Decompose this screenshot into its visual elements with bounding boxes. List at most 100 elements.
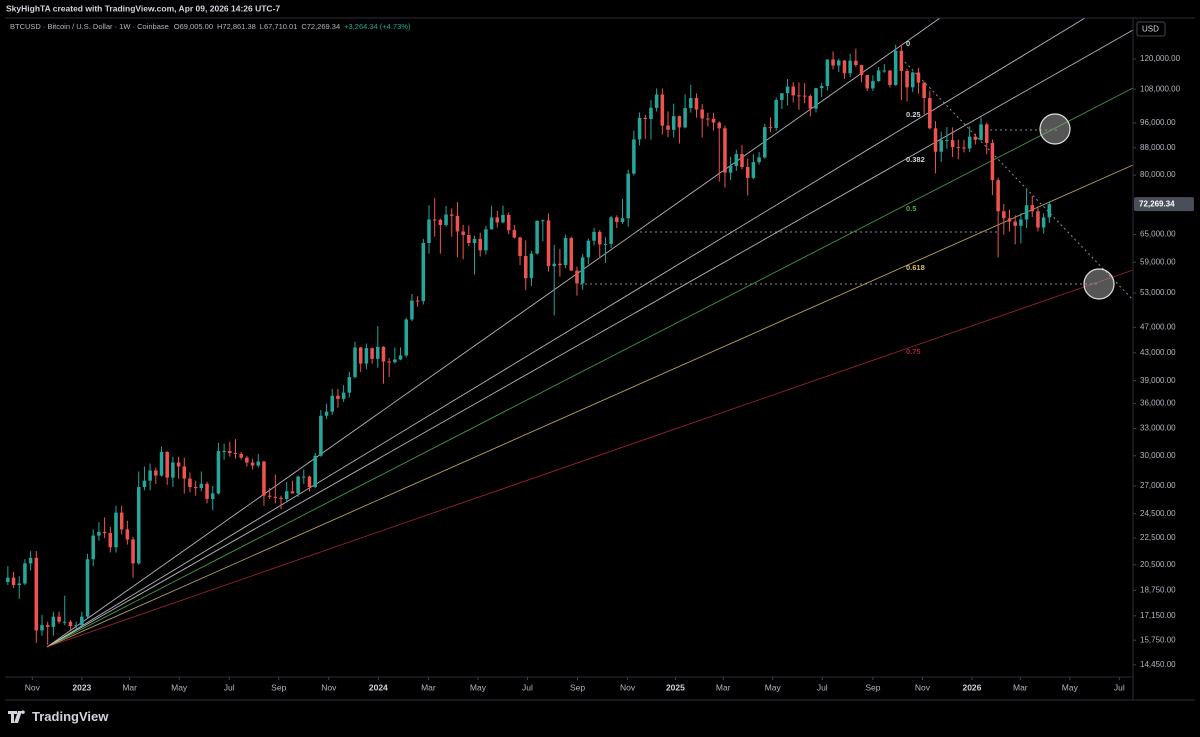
candle-body bbox=[569, 238, 574, 271]
last-price-label: 72,269.34 bbox=[1139, 199, 1175, 208]
ohlc-value: +3,264.34 (+4.73%) bbox=[344, 22, 411, 31]
candle-body bbox=[1036, 211, 1040, 228]
candle-body bbox=[495, 217, 500, 223]
candle-body bbox=[461, 231, 465, 235]
candle-body bbox=[245, 457, 249, 463]
candle-body bbox=[501, 214, 505, 223]
candle-body bbox=[882, 70, 887, 72]
y-tick-label: 96,000.00 bbox=[1140, 118, 1176, 127]
candle-body bbox=[745, 166, 750, 178]
x-tick-label: 2023 bbox=[72, 682, 91, 692]
candle-body bbox=[324, 411, 329, 416]
candle-body bbox=[17, 583, 21, 586]
logo-mark bbox=[8, 710, 25, 723]
x-tick-label: Mar bbox=[122, 682, 137, 692]
candle-body bbox=[341, 392, 346, 399]
candle-body bbox=[273, 496, 278, 498]
candle-body bbox=[677, 116, 682, 128]
candle-body bbox=[717, 122, 722, 129]
candle-body bbox=[649, 107, 653, 120]
y-tick-label: 43,000.00 bbox=[1140, 348, 1176, 357]
ohlc-value: H72,861.38 bbox=[217, 22, 256, 31]
y-tick-label: 47,000.00 bbox=[1140, 322, 1176, 331]
y-tick-label: 17,150.00 bbox=[1140, 611, 1176, 620]
fan-line bbox=[46, 29, 1134, 648]
candle-body bbox=[427, 219, 431, 243]
candle-body bbox=[740, 154, 744, 167]
candle-body bbox=[916, 72, 921, 83]
fib-fan bbox=[46, 17, 1134, 648]
x-tick-label: 2024 bbox=[369, 682, 388, 692]
candle-body bbox=[393, 359, 397, 363]
candle-body bbox=[1030, 205, 1035, 212]
candle-body bbox=[797, 95, 801, 97]
x-tick-label: Sep bbox=[570, 682, 585, 692]
candle-body bbox=[654, 94, 659, 108]
candle-body bbox=[205, 483, 209, 499]
candle-body bbox=[780, 93, 784, 100]
candle-body bbox=[421, 242, 426, 302]
candle-body bbox=[563, 238, 568, 266]
fan-line bbox=[46, 17, 1086, 648]
candle-body bbox=[233, 452, 238, 454]
candle-body bbox=[148, 470, 152, 481]
candle-body bbox=[182, 466, 187, 479]
candle-body bbox=[637, 117, 642, 140]
candle-body bbox=[97, 531, 101, 536]
candle-body bbox=[376, 346, 380, 359]
x-tick-label: Nov bbox=[915, 682, 931, 692]
y-tick-label: 15,750.00 bbox=[1140, 635, 1176, 644]
fan-level-label: 0.382 bbox=[906, 155, 925, 164]
symbol: BTCUSD · Bitcoin / U.S. Dollar · 1W · Co… bbox=[10, 22, 169, 31]
candle-body bbox=[267, 495, 272, 497]
candle-body bbox=[922, 82, 926, 99]
candle-body bbox=[1019, 219, 1023, 226]
fan-level-label: 0.5 bbox=[906, 204, 916, 213]
candle-body bbox=[808, 95, 813, 109]
y-tick-label: 20,500.00 bbox=[1140, 560, 1176, 569]
candle-body bbox=[228, 451, 232, 453]
candle-body bbox=[859, 65, 864, 75]
logo: TradingView bbox=[8, 709, 109, 724]
x-tick-label: Jul bbox=[224, 682, 235, 692]
candle-body bbox=[899, 50, 904, 71]
candle-body bbox=[865, 74, 869, 89]
x-tick-label: 2025 bbox=[666, 682, 685, 692]
candle-body bbox=[768, 127, 773, 129]
fan-line bbox=[46, 17, 941, 648]
x-tick-label: May bbox=[470, 682, 487, 692]
candle-body bbox=[410, 300, 414, 320]
candle-body bbox=[364, 348, 369, 364]
logo-text: TradingView bbox=[32, 709, 109, 724]
candle-body bbox=[11, 577, 16, 586]
candle-body bbox=[615, 217, 619, 223]
candle-body bbox=[28, 557, 33, 564]
candle-body bbox=[854, 60, 858, 66]
candle-body bbox=[603, 243, 608, 245]
candle-body bbox=[683, 108, 687, 128]
candle-body bbox=[23, 563, 27, 584]
candle-body bbox=[939, 140, 943, 152]
y-tick-label: 65,000.00 bbox=[1140, 230, 1176, 239]
x-tick-label: Mar bbox=[716, 682, 731, 692]
candle-body bbox=[250, 462, 255, 466]
candle-body bbox=[979, 124, 983, 140]
candle-body bbox=[518, 237, 522, 256]
candle-body bbox=[597, 231, 602, 245]
candle-body bbox=[950, 140, 955, 148]
candle-body bbox=[910, 72, 915, 88]
candle-body bbox=[962, 147, 966, 149]
candle-body bbox=[154, 470, 158, 476]
candle-body bbox=[370, 348, 374, 359]
candle-body bbox=[671, 116, 676, 130]
candle-body bbox=[85, 559, 90, 617]
y-tick-label: 36,000.00 bbox=[1140, 399, 1176, 408]
x-tick-label: Sep bbox=[271, 682, 286, 692]
candle-body bbox=[114, 512, 118, 548]
candle-body bbox=[68, 621, 73, 627]
candle-body bbox=[751, 162, 756, 178]
candle-body bbox=[404, 319, 408, 356]
candle-body bbox=[871, 81, 875, 89]
candle-body bbox=[1047, 204, 1052, 218]
